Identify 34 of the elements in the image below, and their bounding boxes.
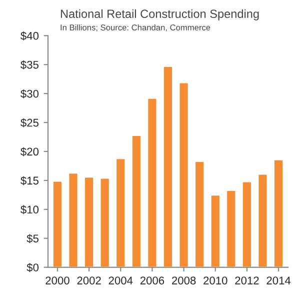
- x-tick-label: 2006: [140, 276, 164, 284]
- bar: [52, 180, 63, 268]
- bar: [273, 158, 284, 268]
- bar: [162, 66, 174, 268]
- y-tick-label: $10: [20, 205, 39, 214]
- x-tick-label: 2002: [77, 276, 101, 284]
- y-tick-label: $40: [20, 31, 39, 40]
- bar: [178, 82, 190, 268]
- x-tick-label: 2004: [108, 276, 133, 284]
- chart-title: National Retail Construction Spending: [60, 9, 259, 20]
- chart-subtitle: In Billions; Source: Chandan, Commerce: [60, 24, 210, 32]
- bar: [84, 176, 94, 268]
- y-tick-label: $25: [20, 118, 39, 128]
- y-tick-label: $35: [20, 60, 39, 70]
- bar: [130, 134, 142, 268]
- x-tick-label: 2014: [266, 276, 291, 284]
- bar: [68, 172, 79, 268]
- y-tick-label: $5: [26, 234, 39, 244]
- bar: [210, 194, 221, 268]
- bar: [257, 173, 268, 268]
- y-tick-label: $20: [20, 147, 39, 156]
- bar: [99, 177, 110, 268]
- x-tick-label: 2010: [204, 276, 228, 284]
- bar: [226, 190, 237, 268]
- bar: [194, 160, 206, 268]
- y-tick-label: $30: [20, 89, 39, 98]
- y-tick-label: $15: [20, 176, 39, 186]
- x-tick-label: 2008: [172, 276, 196, 284]
- y-tick-label: $0: [26, 263, 39, 272]
- bar: [115, 158, 126, 268]
- x-tick-label: 2000: [46, 276, 70, 284]
- x-tick-label: 2012: [235, 276, 259, 284]
- bar: [146, 97, 158, 268]
- bar: [242, 180, 252, 268]
